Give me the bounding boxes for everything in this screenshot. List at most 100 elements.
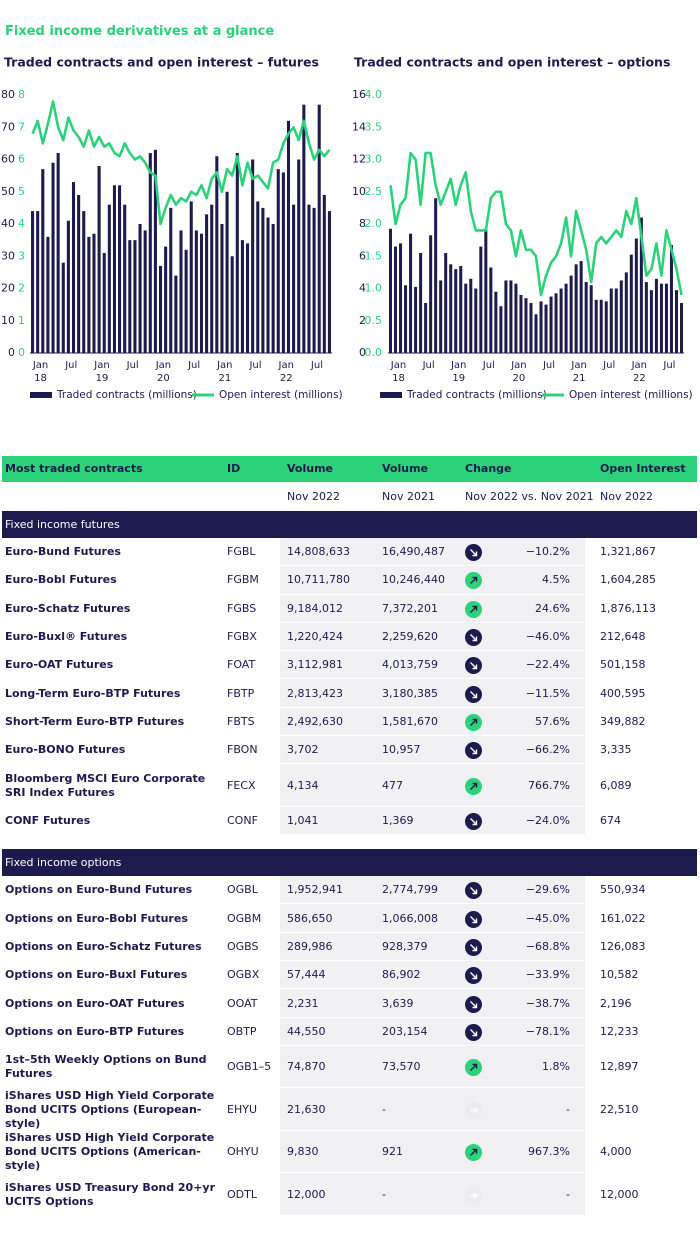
x-tick-label: Jul <box>663 360 676 371</box>
bar <box>444 253 448 353</box>
y-tick-label: 70 <box>1 120 15 133</box>
cell: OGBL <box>227 883 258 897</box>
bar <box>51 162 55 353</box>
bar <box>281 172 285 353</box>
bar <box>56 153 60 353</box>
bar <box>112 185 116 353</box>
cell: 22,510 <box>600 1102 639 1116</box>
cell-shade <box>280 1045 585 1089</box>
change-icon <box>465 629 482 647</box>
bar <box>87 236 91 353</box>
x-tick-label: Jan 19 <box>450 360 467 384</box>
row-separator <box>2 960 697 962</box>
change-icon <box>465 572 482 590</box>
cell: 1,876,113 <box>600 601 656 615</box>
cell: FGBM <box>227 573 259 587</box>
bar <box>71 182 76 353</box>
cell: 1,952,941 <box>287 883 343 897</box>
change-icon <box>465 910 482 928</box>
y2-tick-label: 2 <box>18 282 25 295</box>
row-separator <box>2 1044 697 1046</box>
bar <box>654 278 658 353</box>
cell: 12,233 <box>600 1024 639 1038</box>
y2-tick-label: 1 <box>18 314 25 327</box>
cell: 9,830 <box>287 1145 319 1159</box>
bar <box>235 153 239 353</box>
bar <box>158 265 163 353</box>
cell: 57,444 <box>287 968 326 982</box>
bar <box>574 264 578 353</box>
row-separator <box>2 593 697 595</box>
bar <box>286 120 291 353</box>
change-icon <box>465 995 482 1013</box>
cell: 1,321,867 <box>600 545 656 559</box>
change-icon <box>465 685 482 703</box>
legend-swatch <box>380 392 402 398</box>
x-tick-label: Jul <box>422 360 435 371</box>
bar <box>389 228 393 353</box>
x-tick-label: Jan 19 <box>94 360 110 384</box>
cell-shade <box>280 622 585 652</box>
cell: 203,154 <box>382 1024 428 1038</box>
cell: Long-Term Euro-BTP Futures <box>5 686 181 700</box>
arrow <box>470 577 478 585</box>
y-tick-label: 30 <box>1 249 15 262</box>
bar <box>509 280 513 353</box>
table-row: Euro-Bobl Futures FGBM 10,711,780 10,246,44… <box>2 566 697 595</box>
legend-label: Traded contracts (millions) <box>406 389 547 401</box>
cell: FECX <box>227 778 256 792</box>
x-tick-label: Jul <box>482 360 495 371</box>
bar <box>128 240 132 353</box>
cell: 4,013,759 <box>382 658 438 672</box>
bar <box>123 204 127 353</box>
legend-label: Open interest (millions) <box>569 389 693 401</box>
arrow <box>470 1064 478 1072</box>
table-row: Options on Euro-OAT Futures OOAT 2,231 3,63… <box>2 989 697 1018</box>
cell-shade <box>280 1130 585 1174</box>
cell: CONF Futures <box>5 814 91 828</box>
x-tick-label: Jan 21 <box>571 360 587 384</box>
bar <box>489 267 493 353</box>
bar <box>297 159 301 353</box>
bar <box>307 204 311 353</box>
cell: 74,870 <box>287 1060 326 1074</box>
change-icon <box>465 544 482 562</box>
x-tick-label: Jul <box>249 360 262 371</box>
cell-shade <box>280 538 585 567</box>
change-icon <box>465 967 482 985</box>
bar <box>312 207 316 353</box>
table-row: Euro-Buxl® Futures FGBX 1,220,424 2,259,620… <box>2 622 697 652</box>
change-icon <box>465 882 482 900</box>
bar <box>494 291 498 353</box>
cell: Options on Euro-Bobl Futures <box>5 911 188 925</box>
bar <box>624 272 628 353</box>
y2-tick-label: 7 <box>18 120 25 133</box>
cell: 1st–5th Weekly Options on Bund Futures <box>5 1053 207 1081</box>
bar <box>31 211 35 353</box>
y2-tick-label: 2.0 <box>365 217 383 230</box>
bar <box>261 207 265 353</box>
bar <box>77 194 81 353</box>
arrow <box>470 782 478 790</box>
bar <box>102 253 106 353</box>
arrow <box>470 1107 478 1114</box>
cell: 4.5% <box>542 573 570 587</box>
header-cell: Most traded contracts <box>5 462 143 475</box>
cell-shade <box>280 904 585 933</box>
cell: FBON <box>227 743 258 757</box>
bar <box>549 296 553 353</box>
change-icon <box>465 1144 482 1162</box>
bar <box>669 244 673 353</box>
table-row: Bloomberg MSCI Euro Corporate SRI Index … <box>2 764 697 807</box>
header-row: Most traded contracts ID Volume Volume Chang… <box>2 456 697 482</box>
bar <box>559 288 563 353</box>
arrow <box>470 1149 478 1157</box>
cell: 1,604,285 <box>600 573 656 587</box>
y-tick-label: 16 <box>352 88 366 101</box>
table-row: Options on Euro-Buxl Futures OGBX 57,444 86… <box>2 961 697 990</box>
bar <box>634 238 638 353</box>
y2-tick-label: 3 <box>18 249 25 262</box>
arrow <box>470 1192 478 1199</box>
change-icon <box>465 713 482 731</box>
cell-shade <box>280 1088 585 1131</box>
